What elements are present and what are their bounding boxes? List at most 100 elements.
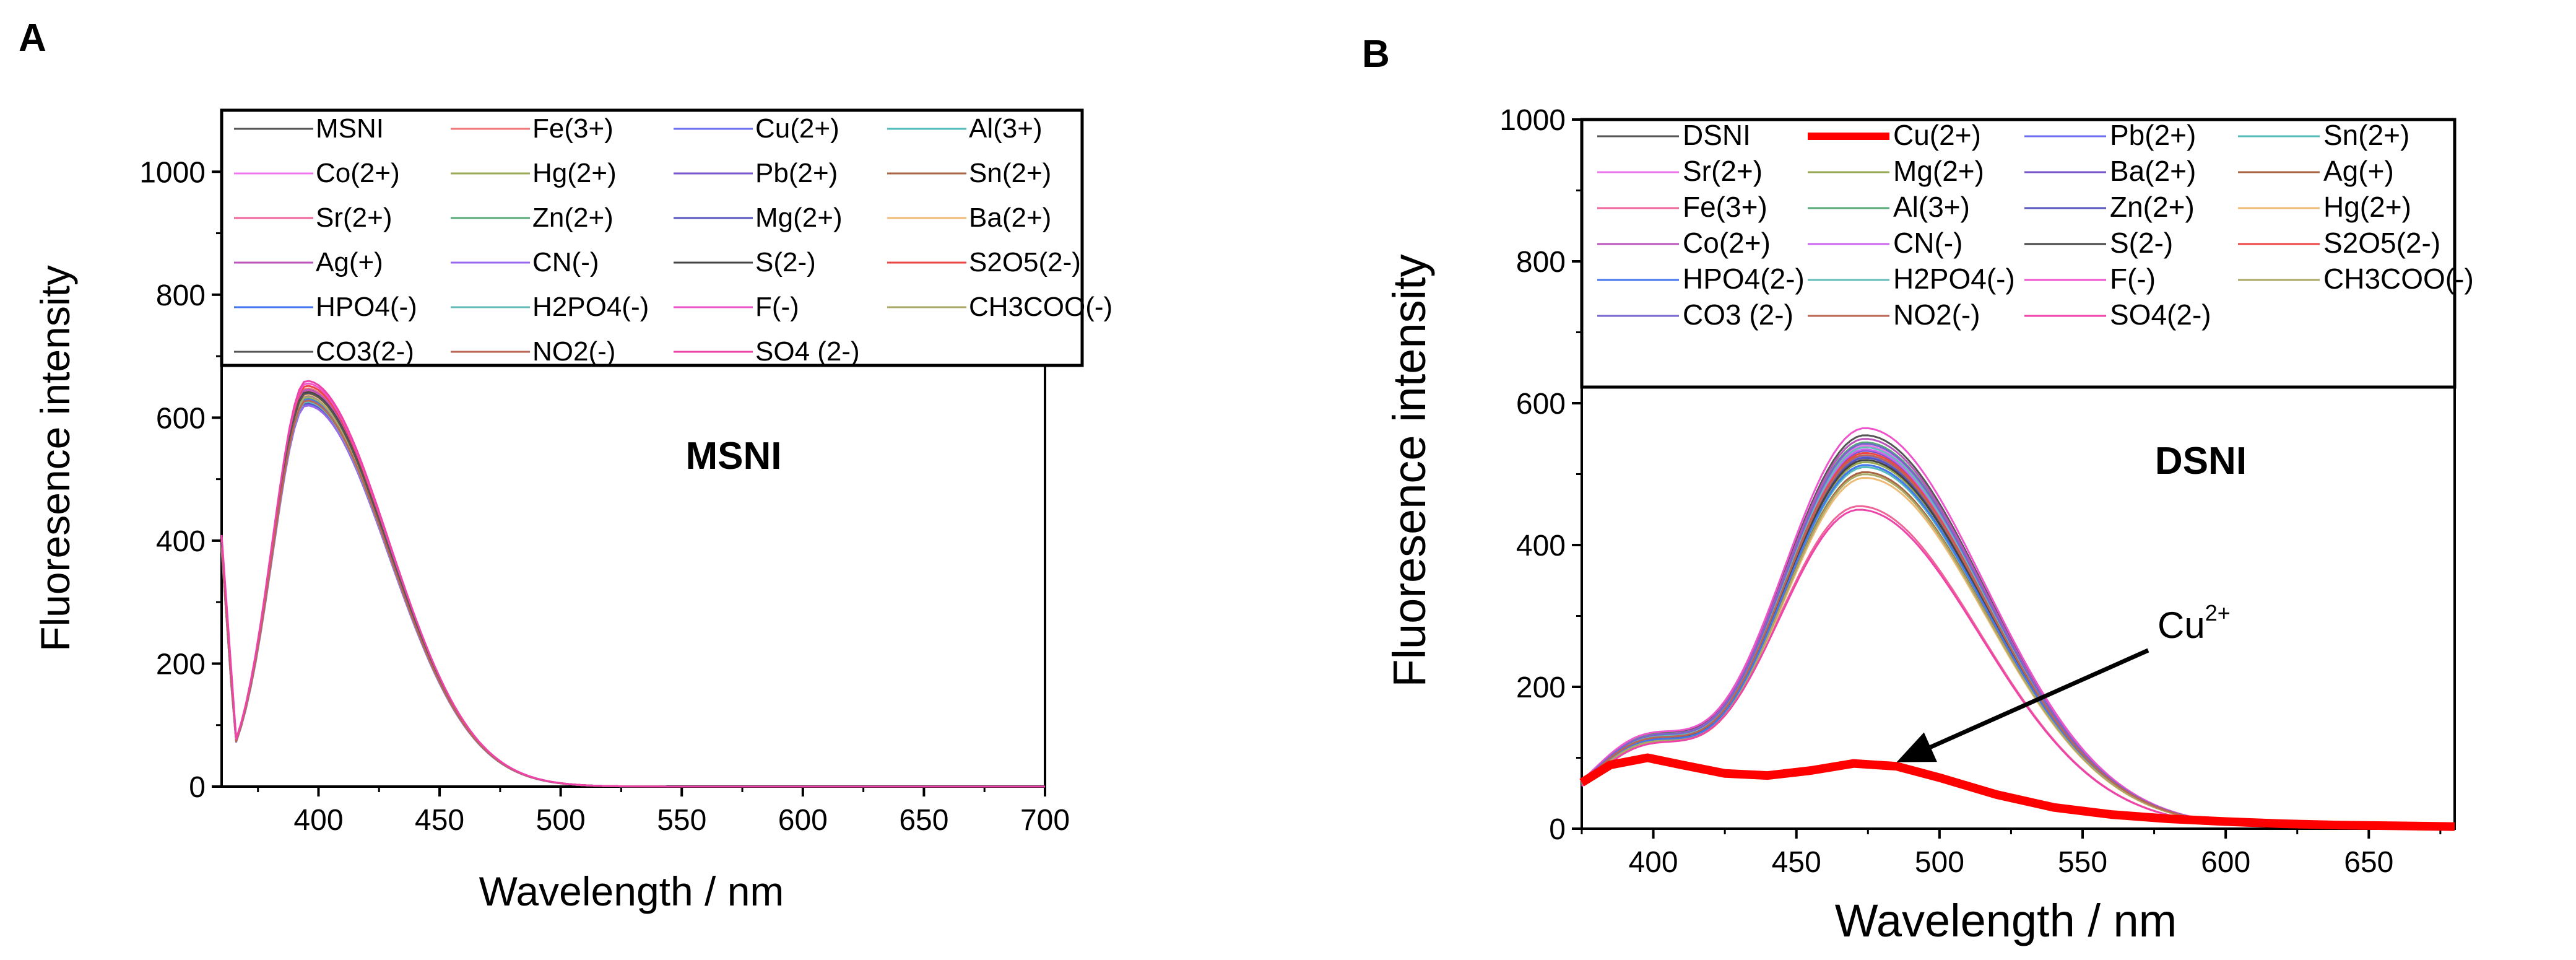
series-line-co3-2- bbox=[220, 392, 1045, 788]
panel-b-legend: DSNI Cu(2+) Pb(2+) Sn(2+) Sr(2+) Mg(2+) Ba(2+)… bbox=[1580, 118, 2474, 389]
legend-entry: Al(3+) bbox=[1893, 191, 1970, 223]
legend-entry: Al(3+) bbox=[969, 113, 1043, 144]
x-tick-label: 600 bbox=[778, 804, 828, 837]
panel-a-y-axis-label: Fluoresence intensity bbox=[32, 265, 78, 652]
series-line-cn- bbox=[220, 404, 1045, 788]
cu-annotation-arrow bbox=[1929, 648, 2149, 749]
legend-entry: H2PO4(-) bbox=[1893, 263, 2015, 295]
legend-entry: S2O5(2-) bbox=[2323, 227, 2440, 259]
series-line-ch3coo- bbox=[220, 396, 1045, 788]
legend-entry: H2PO4(-) bbox=[532, 292, 649, 322]
legend-box bbox=[1580, 118, 2457, 389]
legend-entry: Sr(2+) bbox=[1683, 155, 1763, 187]
legend-entry: Mg(2+) bbox=[1893, 155, 1984, 187]
panel-b-x-axis-label: Wavelength / nm bbox=[1835, 895, 2177, 946]
y-tick-label: 600 bbox=[1516, 388, 1566, 421]
series-line-ag- bbox=[220, 388, 1045, 788]
series-line-hg-2- bbox=[220, 399, 1045, 788]
legend-entry: Cu(2+) bbox=[755, 113, 839, 144]
y-tick-label: 0 bbox=[189, 771, 206, 804]
series-line-hpo4- bbox=[220, 398, 1045, 788]
cu-annotation-arrowhead bbox=[1896, 732, 1937, 762]
cu-annotation-label: Cu2+ bbox=[2158, 600, 2231, 646]
x-tick-label: 400 bbox=[293, 804, 343, 837]
panel-label-a: A bbox=[19, 17, 46, 59]
legend-entry: CO3 (2-) bbox=[1683, 299, 1793, 331]
series-line-sr-2- bbox=[220, 390, 1045, 788]
panel-label-b: B bbox=[1362, 33, 1390, 76]
legend-entry: CO3(2-) bbox=[316, 336, 414, 367]
y-tick-label: 200 bbox=[156, 648, 206, 681]
legend-entry: CH3COO(-) bbox=[969, 292, 1112, 322]
series-line-fe-3- bbox=[220, 387, 1045, 788]
x-tick-label: 650 bbox=[2344, 846, 2393, 879]
legend-entry: Sr(2+) bbox=[316, 203, 392, 233]
panel-a-x-axis-label: Wavelength / nm bbox=[479, 868, 784, 914]
x-tick-label: 650 bbox=[899, 804, 948, 837]
y-tick-label: 200 bbox=[1516, 671, 1566, 704]
x-tick-label: 500 bbox=[536, 804, 586, 837]
legend-entry: Sn(2+) bbox=[969, 158, 1051, 188]
legend-entry: Ba(2+) bbox=[2110, 155, 2196, 187]
legend-entry: Ag(+) bbox=[2323, 155, 2394, 187]
legend-entry: Hg(2+) bbox=[2323, 191, 2411, 223]
legend-entry: Zn(2+) bbox=[2110, 191, 2195, 223]
x-tick-label: 700 bbox=[1020, 804, 1070, 837]
legend-entry: NO2(-) bbox=[1893, 299, 1980, 331]
legend-entry: Sn(2+) bbox=[2323, 119, 2409, 151]
series-line-h2po4- bbox=[220, 401, 1045, 788]
y-tick-label: 1000 bbox=[139, 156, 206, 189]
legend-entry: CN(-) bbox=[532, 247, 599, 277]
series-line-mg-2- bbox=[220, 402, 1045, 788]
cu-annotation: Cu2+ bbox=[1896, 600, 2231, 762]
legend-entry: SO4 (2-) bbox=[755, 336, 860, 367]
series-line-co-2- bbox=[220, 392, 1045, 788]
legend-entry: HPO4(2-) bbox=[1683, 263, 1805, 295]
x-tick-label: 550 bbox=[657, 804, 706, 837]
legend-entry: Co(2+) bbox=[316, 158, 400, 188]
legend-entry: F(-) bbox=[755, 292, 799, 322]
y-tick-label: 0 bbox=[1549, 813, 1566, 846]
legend-entry: Cu(2+) bbox=[1893, 119, 1981, 151]
x-tick-label: 550 bbox=[2058, 846, 2107, 879]
legend-entry: Hg(2+) bbox=[532, 158, 617, 188]
panel-a-legend: MSNI Fe(3+) Cu(2+) Al(3+) Co(2+) Hg(2+) Pb(2+)… bbox=[220, 108, 1112, 367]
legend-entry: SO4(2-) bbox=[2110, 299, 2211, 331]
legend-entry: S2O5(2-) bbox=[969, 247, 1081, 277]
series-line-sn-2- bbox=[220, 401, 1045, 788]
x-tick-label: 450 bbox=[1772, 846, 1821, 879]
panel-a-axes: 400 450 500 550 600 650 700 0 200 400 600 800 1000 bbox=[139, 109, 1070, 837]
series-line-s-2- bbox=[220, 391, 1045, 788]
y-tick-label: 600 bbox=[156, 402, 206, 435]
legend-entry: Fe(3+) bbox=[532, 113, 614, 144]
panel-a-series bbox=[220, 380, 1045, 788]
series-line-ba-2- bbox=[220, 393, 1045, 788]
panel-b: B 400 450 500 550 600 650 0 200 400 600 800 1000 DS… bbox=[1362, 33, 2474, 946]
legend-entry: Mg(2+) bbox=[755, 203, 843, 233]
x-tick-label: 500 bbox=[1915, 846, 1964, 879]
legend-entry: HPO4(-) bbox=[316, 292, 417, 322]
legend-entry: DSNI bbox=[1683, 119, 1751, 151]
series-line-msni bbox=[220, 398, 1045, 788]
legend-entry: Pb(2+) bbox=[2110, 119, 2196, 151]
legend-entry: Pb(2+) bbox=[755, 158, 838, 188]
panel-b-y-axis-label: Fluoresence intensity bbox=[1384, 254, 1435, 687]
legend-entry: CN(-) bbox=[1893, 227, 1962, 259]
legend-box bbox=[220, 108, 1084, 367]
panel-b-title: DSNI bbox=[2155, 440, 2247, 482]
panel-b-series bbox=[1579, 427, 2455, 831]
y-tick-label: 800 bbox=[156, 279, 206, 312]
panel-a: A 400 450 500 550 600 650 700 0 200 400 600 800 1000… bbox=[19, 17, 1112, 914]
y-tick-label: 1000 bbox=[1499, 104, 1566, 137]
series-line-no2- bbox=[220, 399, 1045, 788]
legend-entry: MSNI bbox=[316, 113, 384, 144]
series-line-so4-2- bbox=[220, 380, 1045, 788]
legend-entry: Zn(2+) bbox=[532, 203, 614, 233]
panel-a-title: MSNI bbox=[686, 435, 782, 478]
series-line-pb-2- bbox=[220, 395, 1045, 788]
legend-entry: NO2(-) bbox=[532, 336, 615, 367]
legend-entry: Ba(2+) bbox=[969, 203, 1051, 233]
legend-entry: F(-) bbox=[2110, 263, 2156, 295]
legend-entry: S(2-) bbox=[755, 247, 816, 277]
